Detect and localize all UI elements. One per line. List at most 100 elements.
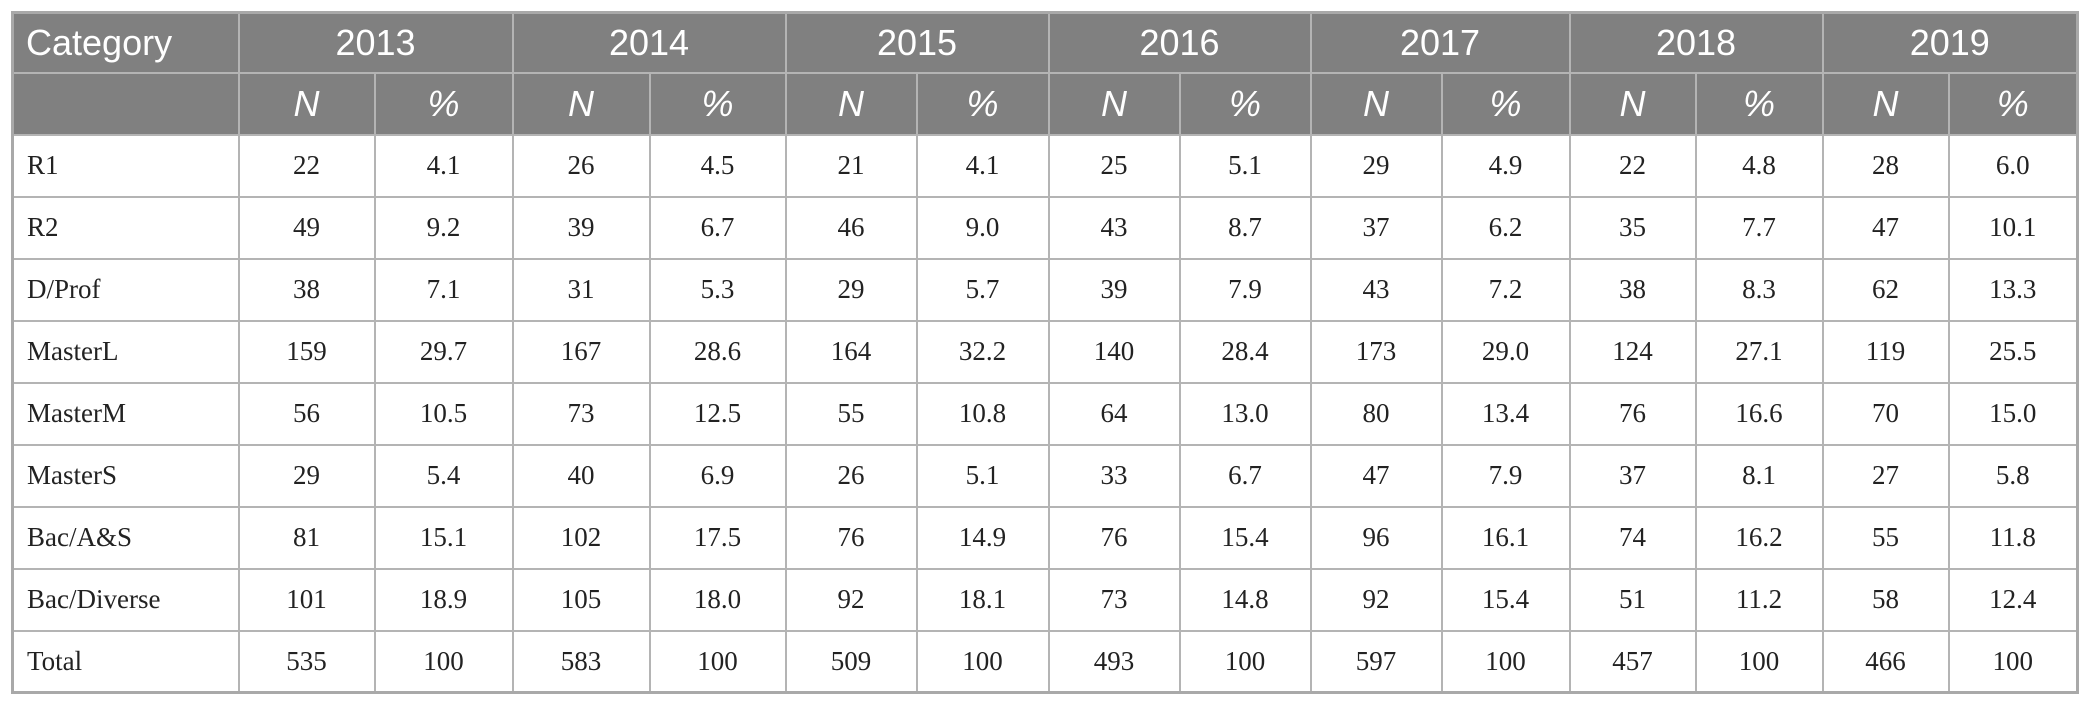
count-cell: 583 [511, 629, 651, 694]
percent-cell: 7.9 [1178, 257, 1312, 322]
year-header: 2015 [784, 11, 1050, 74]
percent-subheader: % [1694, 71, 1824, 136]
count-cell: 73 [1047, 567, 1181, 632]
count-cell: 55 [1821, 505, 1950, 570]
percent-cell: 10.8 [915, 381, 1050, 446]
table-header: Category 2013 2014 2015 2016 2017 2018 2019 N%… [11, 11, 2079, 136]
table-row: MasterS 29 5.4 40 6.9 26 5.1 33 6.7 47 7.9 37 8.1 27 5… [11, 443, 2079, 508]
count-cell: 28 [1821, 133, 1950, 198]
count-cell: 29 [237, 443, 376, 508]
table-container: Category 2013 2014 2015 2016 2017 2018 2019 N%… [11, 11, 2079, 694]
count-cell: 33 [1047, 443, 1181, 508]
percent-cell: 100 [1694, 629, 1824, 694]
percent-cell: 32.2 [915, 319, 1050, 384]
count-subheader: N [784, 71, 918, 136]
count-cell: 535 [237, 629, 376, 694]
count-cell: 124 [1568, 319, 1697, 384]
percent-cell: 100 [915, 629, 1050, 694]
count-cell: 105 [511, 567, 651, 632]
percent-cell: 100 [373, 629, 514, 694]
table-row: R1 22 4.1 26 4.5 21 4.1 25 5.1 29 4.9 22 4.8 28 6.0 [11, 133, 2079, 198]
count-cell: 38 [1568, 257, 1697, 322]
count-subheader: N [1821, 71, 1950, 136]
year-header: 2017 [1309, 11, 1571, 74]
percent-cell: 4.8 [1694, 133, 1824, 198]
count-cell: 26 [511, 133, 651, 198]
percent-cell: 5.1 [1178, 133, 1312, 198]
percent-cell: 16.1 [1440, 505, 1571, 570]
percent-cell: 9.0 [915, 195, 1050, 260]
count-cell: 80 [1309, 381, 1443, 446]
count-cell: 37 [1568, 443, 1697, 508]
percent-cell: 16.2 [1694, 505, 1824, 570]
percent-cell: 15.1 [373, 505, 514, 570]
year-header: 2013 [237, 11, 514, 74]
table-row: Total 535 100 583 100 509 100 493 100 597 100 457 10… [11, 629, 2079, 694]
percent-cell: 18.1 [915, 567, 1050, 632]
table-row: Bac/Diverse 101 18.9 105 18.0 92 18.1 73 14.8 92 1… [11, 567, 2079, 632]
percent-cell: 7.7 [1694, 195, 1824, 260]
data-table: Category 2013 2014 2015 2016 2017 2018 2019 N%… [11, 11, 2079, 694]
count-cell: 56 [237, 381, 376, 446]
count-cell: 38 [237, 257, 376, 322]
percent-cell: 100 [1178, 629, 1312, 694]
percent-cell: 7.9 [1440, 443, 1571, 508]
percent-cell: 7.2 [1440, 257, 1571, 322]
row-category-label: R1 [11, 133, 240, 198]
count-cell: 46 [784, 195, 918, 260]
percent-cell: 11.2 [1694, 567, 1824, 632]
count-subheader: N [511, 71, 651, 136]
row-category-label: Total [11, 629, 240, 694]
count-cell: 96 [1309, 505, 1443, 570]
count-cell: 76 [1047, 505, 1181, 570]
percent-cell: 8.1 [1694, 443, 1824, 508]
percent-cell: 7.1 [373, 257, 514, 322]
percent-cell: 14.8 [1178, 567, 1312, 632]
row-category-label: Bac/A&S [11, 505, 240, 570]
percent-cell: 10.1 [1947, 195, 2079, 260]
count-cell: 73 [511, 381, 651, 446]
percent-cell: 5.8 [1947, 443, 2079, 508]
percent-cell: 6.2 [1440, 195, 1571, 260]
count-cell: 21 [784, 133, 918, 198]
percent-cell: 12.5 [648, 381, 787, 446]
percent-cell: 100 [1440, 629, 1571, 694]
count-cell: 43 [1309, 257, 1443, 322]
percent-cell: 28.6 [648, 319, 787, 384]
count-cell: 40 [511, 443, 651, 508]
row-category-label: MasterM [11, 381, 240, 446]
header-row-years: Category 2013 2014 2015 2016 2017 2018 2019 [11, 11, 2079, 74]
percent-cell: 100 [1947, 629, 2079, 694]
percent-cell: 27.1 [1694, 319, 1824, 384]
percent-cell: 12.4 [1947, 567, 2079, 632]
count-cell: 173 [1309, 319, 1443, 384]
count-cell: 159 [237, 319, 376, 384]
percent-cell: 4.9 [1440, 133, 1571, 198]
percent-cell: 5.1 [915, 443, 1050, 508]
count-subheader: N [1309, 71, 1443, 136]
header-row-subheaders: N% N% N% N% N% N% N% [11, 71, 2079, 136]
count-cell: 47 [1309, 443, 1443, 508]
percent-cell: 16.6 [1694, 381, 1824, 446]
count-cell: 140 [1047, 319, 1181, 384]
percent-cell: 9.2 [373, 195, 514, 260]
count-cell: 74 [1568, 505, 1697, 570]
count-cell: 43 [1047, 195, 1181, 260]
count-cell: 466 [1821, 629, 1950, 694]
count-cell: 92 [784, 567, 918, 632]
percent-cell: 28.4 [1178, 319, 1312, 384]
row-category-label: R2 [11, 195, 240, 260]
percent-subheader: % [1440, 71, 1571, 136]
count-cell: 81 [237, 505, 376, 570]
count-cell: 22 [237, 133, 376, 198]
count-cell: 493 [1047, 629, 1181, 694]
percent-cell: 6.0 [1947, 133, 2079, 198]
count-cell: 39 [511, 195, 651, 260]
count-cell: 119 [1821, 319, 1950, 384]
count-subheader: N [1568, 71, 1697, 136]
percent-cell: 8.3 [1694, 257, 1824, 322]
row-category-label: D/Prof [11, 257, 240, 322]
count-cell: 167 [511, 319, 651, 384]
percent-subheader: % [1947, 71, 2079, 136]
percent-cell: 15.4 [1440, 567, 1571, 632]
